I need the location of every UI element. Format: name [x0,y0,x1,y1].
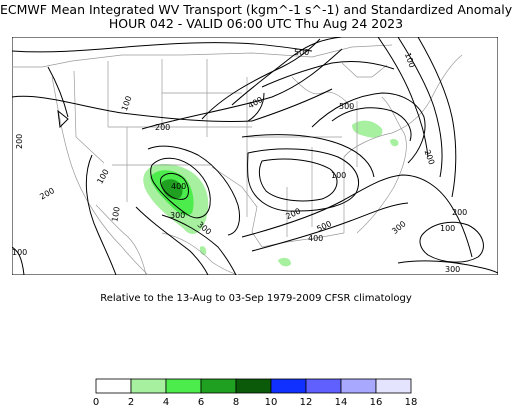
colorbar-tick-label: 0 [93,397,99,408]
colorbar-tick-label: 12 [300,397,313,408]
climatology-note: Relative to the 13-Aug to 03-Sep 1979-20… [100,293,412,304]
colorbar-tick-label: 14 [335,397,348,408]
anomaly-gulf [278,257,291,267]
contour-label: 400 [171,182,186,191]
anomaly-east-small [390,138,399,147]
colorbar-swatch [165,378,202,394]
contour-label: 300 [445,265,460,274]
colorbar-swatch [340,378,377,394]
colorbar: 0 2 4 6 8 10 12 14 16 18 [93,378,418,408]
colorbar-tick-label: 16 [370,397,383,408]
colorbar-tick-label: 10 [265,397,278,408]
geography-lines [12,44,463,275]
title-line-2: HOUR 042 - VALID 06:00 UTC Thu Aug 24 20… [108,16,404,31]
colorbar-swatch [130,378,167,394]
contour-label: 100 [110,206,122,223]
contour-label: 100 [440,224,455,233]
contour-labels: 500 100 400 500 200 200 200 400 100 100 … [12,48,467,274]
colorbar-boxes [95,378,412,394]
anomaly-southwest-core [161,179,183,200]
contour-label: 200 [15,134,24,149]
colorbar-swatch [95,378,132,394]
contour-label: 100 [12,248,27,257]
contour-label: 500 [339,102,354,111]
title-line-1: ECMWF Mean Integrated WV Transport (kgm^… [0,2,512,17]
colorbar-tick-label: 4 [163,397,169,408]
ivt-contours [12,37,498,275]
anomaly-northeast [352,120,383,138]
contour-label: 100 [331,171,346,180]
colorbar-swatch [235,378,272,394]
ivt-map: 500 100 400 500 200 200 200 400 100 100 … [12,37,498,275]
colorbar-tick-label: 18 [405,397,418,408]
contour-label: 500 [294,48,309,57]
colorbar-swatch [270,378,307,394]
colorbar-swatch [305,378,342,394]
contour-label: 200 [452,208,467,217]
colorbar-ticks: 0 2 4 6 8 10 12 14 16 18 [93,397,418,408]
colorbar-tick-label: 2 [128,397,134,408]
colorbar-tick-label: 6 [198,397,204,408]
colorbar-swatch [375,378,412,394]
colorbar-swatch [200,378,237,394]
contour-label: 200 [155,123,170,132]
colorbar-tick-label: 8 [233,397,239,408]
contour-label: 400 [308,234,323,243]
contour-label: 300 [170,211,185,220]
